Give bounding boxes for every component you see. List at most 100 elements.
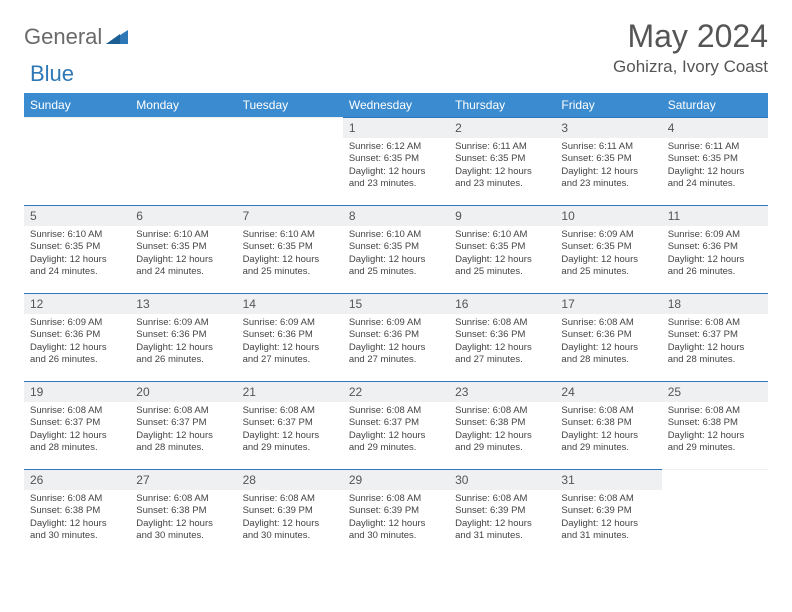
daylight-line: Daylight: 12 hours and 29 minutes. [349,430,443,455]
day-details: Sunrise: 6:08 AMSunset: 6:39 PMDaylight:… [449,490,555,546]
calendar-week-row: 26Sunrise: 6:08 AMSunset: 6:38 PMDayligh… [24,470,768,558]
logo-text-blue: Blue [30,61,74,87]
title-block: May 2024 Gohizra, Ivory Coast [613,18,768,77]
daylight-line: Daylight: 12 hours and 30 minutes. [349,518,443,543]
day-number: 10 [555,206,661,226]
sunset-line: Sunset: 6:37 PM [349,417,443,429]
sunset-line: Sunset: 6:35 PM [561,153,655,165]
day-number: 19 [24,382,130,402]
sunset-line: Sunset: 6:38 PM [455,417,549,429]
day-number: 30 [449,470,555,490]
calendar-day-cell: 5Sunrise: 6:10 AMSunset: 6:35 PMDaylight… [24,206,130,294]
calendar-week-row: 5Sunrise: 6:10 AMSunset: 6:35 PMDaylight… [24,206,768,294]
calendar-day-cell: 29Sunrise: 6:08 AMSunset: 6:39 PMDayligh… [343,470,449,558]
day-number: 2 [449,118,555,138]
calendar-body: 1Sunrise: 6:12 AMSunset: 6:35 PMDaylight… [24,118,768,558]
daylight-line: Daylight: 12 hours and 28 minutes. [136,430,230,455]
daylight-line: Daylight: 12 hours and 23 minutes. [455,166,549,191]
sunset-line: Sunset: 6:35 PM [561,241,655,253]
sunrise-line: Sunrise: 6:08 AM [136,493,230,505]
sunrise-line: Sunrise: 6:08 AM [30,493,124,505]
sunrise-line: Sunrise: 6:08 AM [30,405,124,417]
weekday-header: Wednesday [343,93,449,118]
calendar-day-cell: 31Sunrise: 6:08 AMSunset: 6:39 PMDayligh… [555,470,661,558]
day-number: 20 [130,382,236,402]
calendar-day-cell: 8Sunrise: 6:10 AMSunset: 6:35 PMDaylight… [343,206,449,294]
sunrise-line: Sunrise: 6:10 AM [136,229,230,241]
day-details: Sunrise: 6:11 AMSunset: 6:35 PMDaylight:… [662,138,768,194]
day-details: Sunrise: 6:10 AMSunset: 6:35 PMDaylight:… [449,226,555,282]
day-details: Sunrise: 6:09 AMSunset: 6:36 PMDaylight:… [662,226,768,282]
day-details: Sunrise: 6:08 AMSunset: 6:36 PMDaylight:… [449,314,555,370]
logo-triangle-icon [106,26,128,49]
day-details: Sunrise: 6:09 AMSunset: 6:36 PMDaylight:… [24,314,130,370]
sunrise-line: Sunrise: 6:08 AM [243,493,337,505]
calendar-day-cell: 24Sunrise: 6:08 AMSunset: 6:38 PMDayligh… [555,382,661,470]
day-details: Sunrise: 6:08 AMSunset: 6:38 PMDaylight:… [449,402,555,458]
day-details: Sunrise: 6:08 AMSunset: 6:37 PMDaylight:… [343,402,449,458]
sunset-line: Sunset: 6:39 PM [561,505,655,517]
daylight-line: Daylight: 12 hours and 31 minutes. [455,518,549,543]
calendar-day-cell: 6Sunrise: 6:10 AMSunset: 6:35 PMDaylight… [130,206,236,294]
calendar-day-cell: 11Sunrise: 6:09 AMSunset: 6:36 PMDayligh… [662,206,768,294]
sunset-line: Sunset: 6:35 PM [136,241,230,253]
day-number: 15 [343,294,449,314]
sunrise-line: Sunrise: 6:08 AM [455,405,549,417]
calendar-day-cell: 4Sunrise: 6:11 AMSunset: 6:35 PMDaylight… [662,118,768,206]
day-number: 18 [662,294,768,314]
daylight-line: Daylight: 12 hours and 26 minutes. [136,342,230,367]
day-number: 26 [24,470,130,490]
sunrise-line: Sunrise: 6:08 AM [243,405,337,417]
sunset-line: Sunset: 6:37 PM [30,417,124,429]
sunset-line: Sunset: 6:35 PM [455,153,549,165]
location: Gohizra, Ivory Coast [613,57,768,77]
sunset-line: Sunset: 6:36 PM [243,329,337,341]
logo: General [24,18,130,50]
calendar-day-cell: 3Sunrise: 6:11 AMSunset: 6:35 PMDaylight… [555,118,661,206]
day-details: Sunrise: 6:09 AMSunset: 6:36 PMDaylight:… [237,314,343,370]
day-details: Sunrise: 6:08 AMSunset: 6:37 PMDaylight:… [130,402,236,458]
day-number: 4 [662,118,768,138]
sunset-line: Sunset: 6:38 PM [561,417,655,429]
sunset-line: Sunset: 6:39 PM [243,505,337,517]
day-number: 29 [343,470,449,490]
sunrise-line: Sunrise: 6:08 AM [455,493,549,505]
sunrise-line: Sunrise: 6:09 AM [561,229,655,241]
sunrise-line: Sunrise: 6:08 AM [561,493,655,505]
calendar-day-cell [237,118,343,206]
daylight-line: Daylight: 12 hours and 30 minutes. [136,518,230,543]
sunset-line: Sunset: 6:38 PM [136,505,230,517]
day-details: Sunrise: 6:08 AMSunset: 6:39 PMDaylight:… [237,490,343,546]
daylight-line: Daylight: 12 hours and 26 minutes. [30,342,124,367]
calendar-header-row: SundayMondayTuesdayWednesdayThursdayFrid… [24,93,768,118]
daylight-line: Daylight: 12 hours and 30 minutes. [30,518,124,543]
daylight-line: Daylight: 12 hours and 25 minutes. [561,254,655,279]
sunrise-line: Sunrise: 6:08 AM [136,405,230,417]
sunset-line: Sunset: 6:36 PM [30,329,124,341]
calendar-day-cell: 9Sunrise: 6:10 AMSunset: 6:35 PMDaylight… [449,206,555,294]
calendar-day-cell: 17Sunrise: 6:08 AMSunset: 6:36 PMDayligh… [555,294,661,382]
sunrise-line: Sunrise: 6:10 AM [30,229,124,241]
day-details: Sunrise: 6:08 AMSunset: 6:39 PMDaylight:… [343,490,449,546]
day-details: Sunrise: 6:09 AMSunset: 6:35 PMDaylight:… [555,226,661,282]
day-details: Sunrise: 6:10 AMSunset: 6:35 PMDaylight:… [237,226,343,282]
weekday-header: Tuesday [237,93,343,118]
weekday-header: Friday [555,93,661,118]
sunrise-line: Sunrise: 6:08 AM [349,405,443,417]
day-number: 25 [662,382,768,402]
daylight-line: Daylight: 12 hours and 30 minutes. [243,518,337,543]
sunset-line: Sunset: 6:39 PM [455,505,549,517]
weekday-header: Saturday [662,93,768,118]
daylight-line: Daylight: 12 hours and 24 minutes. [30,254,124,279]
day-number: 21 [237,382,343,402]
sunrise-line: Sunrise: 6:08 AM [668,317,762,329]
calendar-day-cell: 27Sunrise: 6:08 AMSunset: 6:38 PMDayligh… [130,470,236,558]
calendar-day-cell: 10Sunrise: 6:09 AMSunset: 6:35 PMDayligh… [555,206,661,294]
sunset-line: Sunset: 6:36 PM [561,329,655,341]
day-number: 13 [130,294,236,314]
day-details: Sunrise: 6:08 AMSunset: 6:36 PMDaylight:… [555,314,661,370]
daylight-line: Daylight: 12 hours and 29 minutes. [455,430,549,455]
calendar-day-cell: 19Sunrise: 6:08 AMSunset: 6:37 PMDayligh… [24,382,130,470]
daylight-line: Daylight: 12 hours and 25 minutes. [455,254,549,279]
sunset-line: Sunset: 6:36 PM [455,329,549,341]
